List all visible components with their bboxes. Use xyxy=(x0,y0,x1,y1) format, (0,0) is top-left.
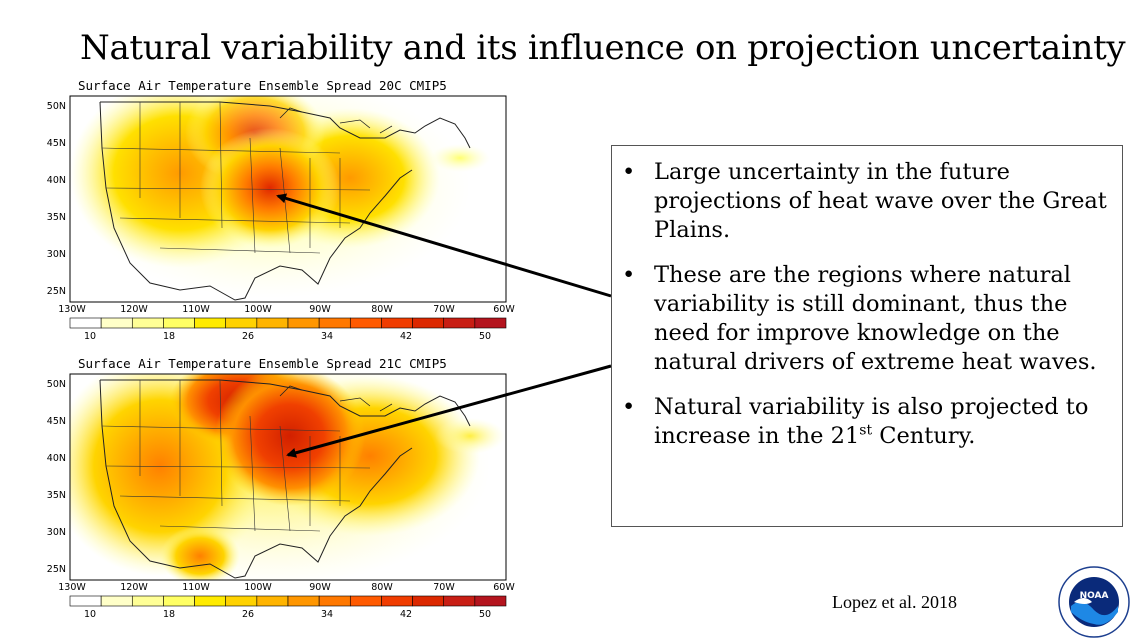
lat-label: 30N xyxy=(47,527,66,538)
colorbar-swatch xyxy=(287,595,320,607)
lat-label: 45N xyxy=(47,416,66,427)
slide-title: Natural variability and its influence on… xyxy=(80,28,1126,68)
colorbar-swatch xyxy=(349,317,382,329)
colorbar-swatch xyxy=(349,595,382,607)
lon-label: 130W xyxy=(58,304,86,315)
lon-label: 100W xyxy=(244,304,272,315)
lon-label: 110W xyxy=(182,304,210,315)
lat-label: 25N xyxy=(47,564,66,575)
colorbar-label: 50 xyxy=(479,609,491,620)
colorbar-label: 34 xyxy=(321,609,333,620)
colorbar-label: 26 xyxy=(242,609,254,620)
colorbar-21c xyxy=(69,595,507,607)
bullet-text: Century. xyxy=(872,423,976,449)
colorbar-label: 10 xyxy=(84,609,96,620)
colorbar-swatch xyxy=(443,595,476,607)
lat-label: 45N xyxy=(47,138,66,149)
bullet-item: • Large uncertainty in the future project… xyxy=(622,158,1108,245)
colorbar-label: 42 xyxy=(400,331,412,342)
lon-label: 100W xyxy=(244,582,272,593)
colorbar-swatch xyxy=(163,595,195,607)
bullet-box: • Large uncertainty in the future project… xyxy=(611,145,1123,527)
lat-label: 35N xyxy=(47,490,66,501)
bullet-glyph: • xyxy=(622,394,636,420)
lon-label: 80W xyxy=(371,304,393,315)
map-21c: 50N 45N 40N 35N 30N 25N 130W 120W 110W 1… xyxy=(47,373,515,620)
lat-label: 30N xyxy=(47,249,66,260)
colorbar-swatch xyxy=(256,317,289,329)
colorbar-label: 18 xyxy=(163,609,175,620)
lat-label: 25N xyxy=(47,286,66,297)
colorbar-swatch xyxy=(381,317,413,329)
noaa-logo-icon: NOAA xyxy=(1058,566,1130,638)
colorbar-swatch xyxy=(100,595,133,607)
lon-label: 60W xyxy=(493,304,515,315)
colorbar-swatch xyxy=(69,595,102,607)
colorbar-swatch xyxy=(287,317,320,329)
bullet-text: Large uncertainty in the future projecti… xyxy=(654,159,1107,243)
bullet-text: Natural variability is also projected to… xyxy=(654,394,1089,449)
colorbar-swatch xyxy=(318,595,351,607)
colorbar-swatch xyxy=(256,595,289,607)
lat-label: 40N xyxy=(47,453,66,464)
lon-label: 70W xyxy=(433,582,455,593)
lat-label: 40N xyxy=(47,175,66,186)
colorbar-swatch xyxy=(194,317,227,329)
colorbar-label: 10 xyxy=(84,331,96,342)
colorbar-swatch xyxy=(131,595,164,607)
colorbar-20c xyxy=(69,317,507,329)
colorbar-swatch xyxy=(318,317,351,329)
colorbar-label: 18 xyxy=(163,331,175,342)
colorbar-swatch xyxy=(69,317,102,329)
colorbar-swatch xyxy=(474,595,507,607)
bullet-glyph: • xyxy=(622,262,636,288)
bullet-list: • Large uncertainty in the future project… xyxy=(612,146,1122,451)
citation: Lopez et al. 2018 xyxy=(832,592,957,612)
colorbar-swatch xyxy=(131,317,164,329)
bullet-item: • These are the regions where natural var… xyxy=(622,261,1108,377)
colorbar-swatch xyxy=(412,317,445,329)
lat-label: 50N xyxy=(47,101,66,112)
colorbar-swatch xyxy=(443,317,476,329)
map-title-20c: Surface Air Temperature Ensemble Spread … xyxy=(78,78,447,93)
lat-label: 50N xyxy=(47,379,66,390)
map-panel-21c: Surface Air Temperature Ensemble Spread … xyxy=(40,356,520,626)
bullet-superscript: st xyxy=(859,422,873,439)
colorbar-swatch xyxy=(381,595,413,607)
bullet-item: • Natural variability is also projected t… xyxy=(622,393,1108,451)
lon-label: 90W xyxy=(309,304,331,315)
colorbar-label: 26 xyxy=(242,331,254,342)
lon-label: 70W xyxy=(433,304,455,315)
colorbar-swatch xyxy=(225,317,258,329)
colorbar-label: 34 xyxy=(321,331,333,342)
colorbar-swatch xyxy=(100,317,133,329)
colorbar-label: 42 xyxy=(400,609,412,620)
map-20c: 50N 45N 40N 35N 30N 25N 130W 120W 110W 1… xyxy=(47,95,515,342)
colorbar-swatch xyxy=(412,595,445,607)
map-panel-20c: Surface Air Temperature Ensemble Spread … xyxy=(40,78,520,348)
colorbar-swatch xyxy=(225,595,258,607)
colorbar-swatch xyxy=(163,317,195,329)
bullet-glyph: • xyxy=(622,159,636,185)
lat-label: 35N xyxy=(47,212,66,223)
lon-label: 120W xyxy=(120,582,148,593)
logo-text: NOAA xyxy=(1080,591,1109,601)
lon-label: 120W xyxy=(120,304,148,315)
colorbar-swatch xyxy=(194,595,227,607)
lon-label: 80W xyxy=(371,582,393,593)
lon-label: 90W xyxy=(309,582,331,593)
colorbar-swatch xyxy=(474,317,507,329)
lon-label: 110W xyxy=(182,582,210,593)
lon-label: 130W xyxy=(58,582,86,593)
colorbar-label: 50 xyxy=(479,331,491,342)
lon-label: 60W xyxy=(493,582,515,593)
bullet-text: These are the regions where natural vari… xyxy=(654,262,1097,375)
